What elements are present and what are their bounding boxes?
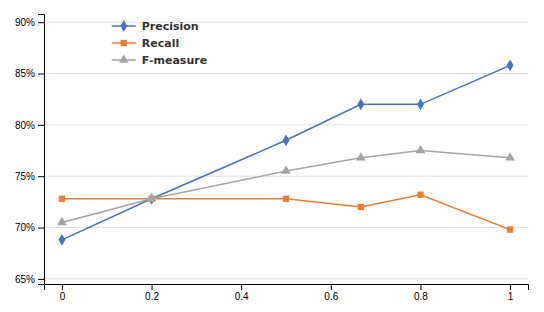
point [147, 193, 157, 201]
series [59, 59, 514, 245]
tick: 0.6 [324, 284, 338, 302]
tick-label: 0.6 [324, 291, 338, 302]
tick-label: 85% [15, 68, 35, 79]
tick: 1 [508, 284, 514, 302]
line [62, 195, 510, 230]
grid-line [44, 227, 528, 228]
tick-mark [38, 74, 44, 75]
grid-line [44, 22, 528, 23]
point [59, 234, 66, 246]
tick-mark [241, 284, 242, 290]
x-axis: 0 0.2 0.4 0.6 0.8 1 [45, 284, 529, 302]
tick-label: 1 [508, 291, 514, 302]
tick-mark [152, 284, 153, 290]
series [59, 192, 513, 233]
grid-line [44, 176, 528, 177]
tick-mark [38, 279, 44, 280]
series [57, 145, 515, 225]
point [417, 98, 424, 110]
tick-label: 0.8 [414, 291, 428, 302]
series-group [57, 59, 515, 245]
point [283, 196, 289, 202]
tick: 80% [15, 120, 44, 131]
tick: 65% [15, 274, 44, 285]
legend-label: Precision [142, 20, 199, 33]
legend-marker [120, 20, 127, 32]
point [357, 98, 364, 110]
point [281, 166, 291, 174]
tick: 0.8 [414, 284, 428, 302]
point [57, 217, 67, 225]
tick-label: 0 [60, 291, 66, 302]
tick-mark [331, 284, 332, 290]
point [356, 152, 366, 160]
point [507, 226, 513, 232]
tick-label: 0.4 [235, 291, 249, 302]
legend-item: F-measure [112, 54, 207, 67]
point [59, 196, 65, 202]
tick: 90% [15, 17, 44, 28]
point [505, 152, 515, 160]
tick-label: 70% [15, 222, 35, 233]
legend-item: Precision [112, 20, 199, 33]
y-axis: 65% 70% 75% 80% 85% 90% [15, 15, 45, 285]
legend-label: F-measure [142, 54, 207, 67]
point [416, 145, 426, 153]
legend-label: Recall [142, 37, 179, 50]
tick: 70% [15, 222, 44, 233]
point [358, 204, 364, 210]
tick: 75% [15, 171, 44, 182]
tick-mark [38, 228, 44, 229]
tick-mark [62, 284, 63, 290]
axis-line [45, 285, 529, 291]
point [507, 59, 514, 71]
line [62, 65, 510, 240]
tick-mark [420, 284, 421, 290]
tick-label: 65% [15, 274, 35, 285]
tick-mark [38, 125, 44, 126]
tick: 85% [15, 68, 44, 79]
tick-mark [38, 176, 44, 177]
tick: 0.4 [235, 284, 249, 302]
grid [44, 22, 528, 279]
plot: 0 0.2 0.4 0.6 0.8 1 65% 70% 75% 80% 85% 90% Precisio… [15, 15, 529, 303]
legend: Precision Recall F-measure [112, 20, 207, 67]
point [417, 192, 423, 198]
tick: 0 [60, 284, 66, 302]
legend-marker [119, 54, 129, 62]
line [62, 151, 510, 223]
point [283, 134, 290, 146]
tick: 0.2 [145, 284, 159, 302]
legend-item: Recall [112, 37, 179, 50]
tick-label: 90% [15, 17, 35, 28]
grid-line [44, 278, 528, 279]
tick-label: 80% [15, 120, 35, 131]
axis-line [38, 15, 45, 285]
chart: 0 0.2 0.4 0.6 0.8 1 65% 70% 75% 80% 85% 90% Precisio… [0, 0, 544, 312]
legend-marker [121, 40, 127, 46]
tick-label: 0.2 [145, 291, 159, 302]
tick-mark [510, 284, 511, 290]
grid-line [44, 124, 528, 125]
tick-label: 75% [15, 171, 35, 182]
tick-mark [38, 22, 44, 23]
grid-line [44, 73, 528, 74]
